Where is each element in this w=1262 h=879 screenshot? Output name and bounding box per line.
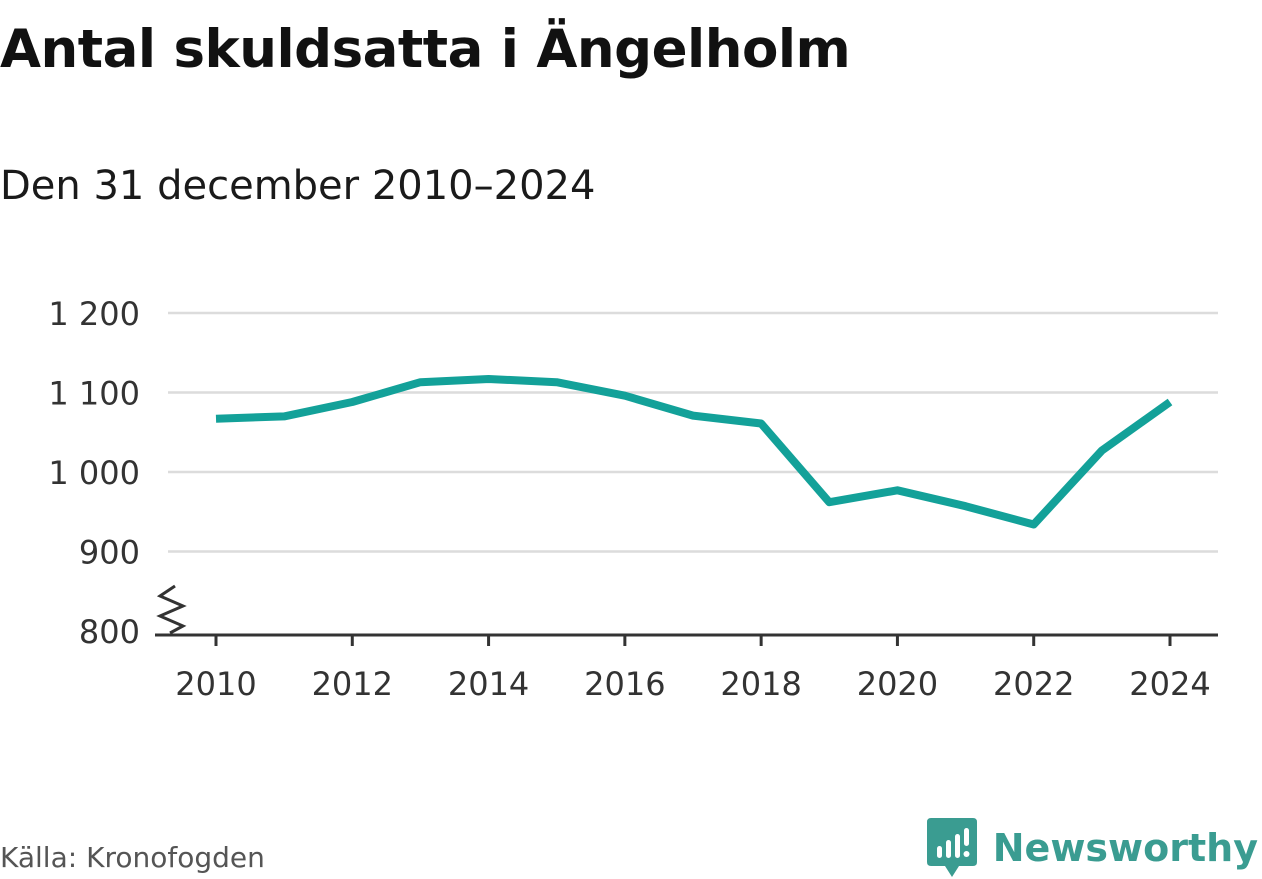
axis-break-icon (156, 584, 187, 635)
source-note: Källa: Kronofogden (0, 841, 265, 874)
data-point (962, 502, 970, 510)
data-point (485, 375, 493, 383)
x-tick-label: 2010 (175, 665, 256, 703)
data-point (553, 378, 561, 386)
data-point (825, 498, 833, 506)
x-tick-label: 2018 (720, 665, 801, 703)
x-tick-label: 2022 (993, 665, 1074, 703)
series-line (215, 375, 1173, 529)
y-tick-label: 1 200 (48, 295, 140, 333)
data-point (280, 412, 288, 420)
chart-title: Antal skuldsatta i Ängelholm (0, 19, 851, 80)
data-point (1166, 398, 1174, 406)
brand-logo: Newsworthy (926, 818, 1258, 878)
data-point (689, 412, 697, 420)
x-tick-label: 2012 (312, 665, 393, 703)
x-tick-label: 2016 (584, 665, 665, 703)
data-point (1098, 447, 1106, 455)
data-point (757, 420, 765, 428)
y-tick-label: 1 000 (48, 454, 140, 492)
data-point (348, 398, 356, 406)
x-tick-label: 2014 (448, 665, 529, 703)
data-point (893, 486, 901, 494)
chart-bubble-icon (926, 818, 977, 877)
data-point (621, 392, 629, 400)
y-tick-label: 800 (79, 613, 140, 651)
x-tick-label: 2024 (1129, 665, 1210, 703)
y-tick-label: 900 (79, 534, 140, 572)
data-point (416, 378, 424, 386)
data-point (1030, 520, 1038, 528)
brand-name: Newsworthy (992, 826, 1258, 870)
chart-subtitle: Den 31 december 2010–2024 (0, 163, 596, 209)
x-tick-label: 2020 (857, 665, 938, 703)
y-tick-label: 1 100 (48, 375, 140, 413)
data-point (212, 415, 220, 423)
